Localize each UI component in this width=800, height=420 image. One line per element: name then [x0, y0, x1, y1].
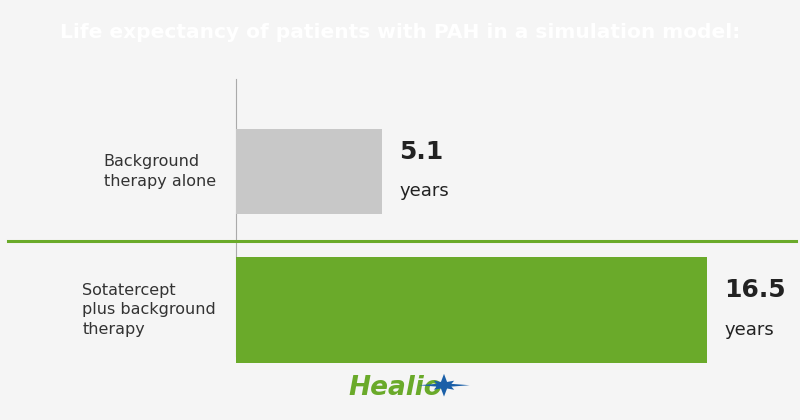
- Text: 16.5: 16.5: [725, 278, 786, 302]
- Text: Healio: Healio: [348, 375, 442, 401]
- Text: years: years: [725, 320, 774, 339]
- Bar: [236, 257, 707, 363]
- Bar: [236, 129, 382, 214]
- Text: 5.1: 5.1: [399, 140, 443, 164]
- Polygon shape: [418, 374, 470, 396]
- Text: Life expectancy of patients with PAH in a simulation model:: Life expectancy of patients with PAH in …: [60, 23, 740, 42]
- Text: years: years: [399, 182, 449, 200]
- Text: Background
therapy alone: Background therapy alone: [104, 154, 216, 189]
- Text: Sotatercept
plus background
therapy: Sotatercept plus background therapy: [82, 283, 216, 337]
